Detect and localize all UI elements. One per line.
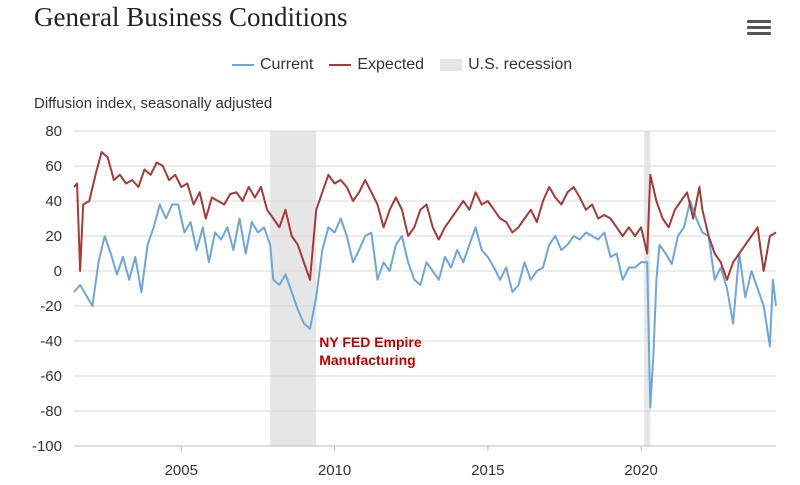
- y-tick-label: 40: [45, 193, 62, 210]
- legend-label-recession: U.S. recession: [468, 56, 573, 73]
- y-tick-label: 0: [54, 263, 62, 280]
- legend-item-current[interactable]: Current: [232, 56, 313, 74]
- chart-legend: Current Expected U.S. recession: [232, 54, 588, 76]
- y-tick-label: -80: [40, 403, 62, 420]
- series-line-expected: [73, 151, 777, 281]
- y-tick-label: 60: [45, 158, 62, 175]
- legend-swatch-recession: [440, 59, 463, 71]
- chart-title: General Business Conditions: [34, 2, 348, 32]
- y-tick-label: -60: [40, 368, 62, 385]
- legend-label-current: Current: [260, 56, 314, 73]
- x-tick-label: 2005: [165, 462, 198, 479]
- legend-swatch-current: [232, 64, 254, 66]
- y-tick-label: -20: [40, 298, 62, 315]
- legend-item-recession[interactable]: U.S. recession: [440, 56, 572, 74]
- series-lines: [73, 151, 777, 409]
- y-tick-label: 80: [45, 123, 62, 140]
- chart-annotation: NY FED Empire Manufacturing: [319, 334, 422, 368]
- recession-band-0: [270, 131, 317, 446]
- x-tick-label: 2010: [318, 462, 351, 479]
- annotation-line-0: NY FED Empire: [319, 334, 422, 350]
- legend-item-expected[interactable]: Expected: [329, 56, 424, 74]
- y-tick-label: -100: [32, 438, 62, 455]
- legend-label-expected: Expected: [357, 56, 425, 73]
- series-line-current: [73, 200, 777, 409]
- x-tick-labels: 2005 2010 2015 2020: [165, 446, 658, 479]
- y-tick-label: 20: [45, 228, 62, 245]
- x-tick-label: 2015: [471, 462, 504, 479]
- legend-swatch-expected: [329, 64, 352, 66]
- y-axis-unit-label: Diffusion index, seasonally adjusted: [34, 95, 273, 112]
- hamburger-menu-icon[interactable]: [745, 17, 773, 41]
- x-tick-label: 2020: [624, 462, 657, 479]
- y-tick-labels: 80 60 40 20 0 -20 -40 -60 -80 -100: [32, 123, 62, 455]
- y-tick-label: -40: [40, 333, 62, 350]
- annotation-line-1: Manufacturing: [319, 352, 415, 368]
- grid-lines: [74, 130, 776, 447]
